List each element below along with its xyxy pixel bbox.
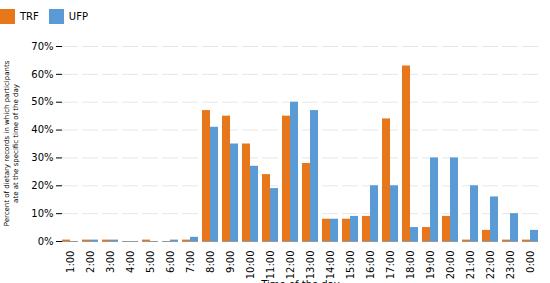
svg-text:14:00: 14:00 [325, 251, 336, 280]
svg-text:70%: 70% [31, 41, 53, 52]
svg-text:12:00: 12:00 [285, 251, 296, 280]
svg-text:20%: 20% [31, 180, 53, 191]
svg-text:15:00: 15:00 [345, 251, 356, 280]
svg-text:9:00: 9:00 [225, 251, 236, 273]
svg-text:20:00: 20:00 [445, 251, 456, 280]
svg-text:3:00: 3:00 [105, 251, 116, 273]
svg-text:7:00: 7:00 [185, 251, 196, 273]
svg-text:8:00: 8:00 [205, 251, 216, 273]
svg-text:11:00: 11:00 [265, 251, 276, 280]
svg-text:40%: 40% [31, 124, 53, 135]
svg-text:22:00: 22:00 [485, 251, 496, 280]
svg-text:2:00: 2:00 [85, 251, 96, 273]
svg-text:10%: 10% [31, 208, 53, 219]
svg-text:16:00: 16:00 [365, 251, 376, 280]
html-text:TRF: TRF [20, 11, 39, 22]
svg-text:4:00: 4:00 [125, 251, 136, 273]
svg-text:50%: 50% [31, 96, 53, 107]
svg-text:21:00: 21:00 [465, 251, 476, 280]
svg-text:30%: 30% [31, 152, 53, 163]
svg-text:0%: 0% [38, 236, 54, 247]
svg-text:17:00: 17:00 [385, 251, 396, 280]
svg-text:23:00: 23:00 [505, 251, 516, 280]
svg-text:13:00: 13:00 [305, 251, 316, 280]
html-text:UFP: UFP [68, 11, 88, 22]
svg-text:0:00: 0:00 [525, 251, 536, 273]
svg-text:19:00: 19:00 [425, 251, 436, 280]
svg-text:6:00: 6:00 [165, 251, 176, 273]
svg-text:60%: 60% [31, 69, 53, 80]
svg-text:Percent of dietary records in: Percent of dietary records in which part… [3, 60, 20, 226]
svg-text:1:00: 1:00 [65, 251, 76, 273]
svg-text:Time of the day: Time of the day [260, 279, 340, 283]
svg-text:18:00: 18:00 [405, 251, 416, 280]
svg-text:10:00: 10:00 [245, 251, 256, 280]
svg-text:5:00: 5:00 [145, 251, 156, 273]
